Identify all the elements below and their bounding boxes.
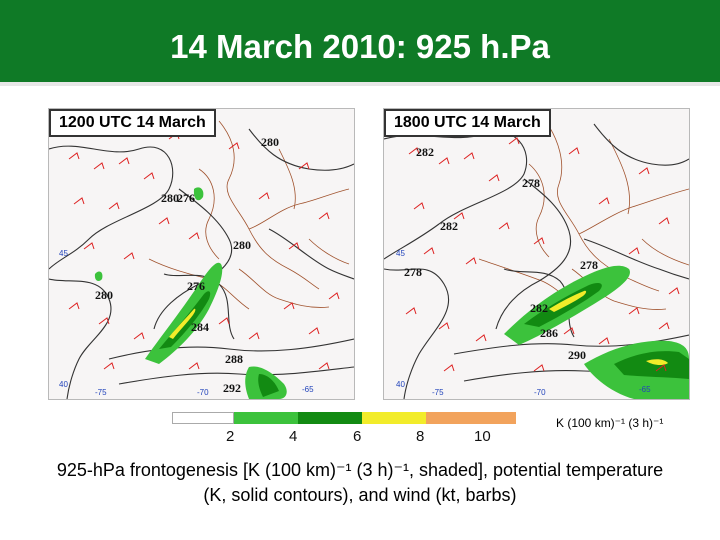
lat-label: 45 bbox=[59, 249, 68, 258]
panel-time-label: 1200 UTC 14 March bbox=[49, 109, 216, 137]
contour-label: 284 bbox=[191, 320, 209, 334]
colorbar-segment bbox=[362, 412, 426, 424]
contour-label: 282 bbox=[440, 219, 458, 233]
map-right-svg: 282 278 282 278 278 282 286 290 45 40 -7… bbox=[384, 118, 689, 399]
contour-label: 282 bbox=[416, 145, 434, 159]
colorbar-tick: 8 bbox=[416, 428, 425, 445]
contour-label: 280 bbox=[261, 135, 279, 149]
wind-barbs-right bbox=[405, 137, 680, 372]
lon-label: -75 bbox=[95, 388, 107, 397]
contour-label: 288 bbox=[225, 352, 243, 366]
contour-label: 280 bbox=[95, 288, 113, 302]
contour-label: 276 bbox=[187, 279, 205, 293]
lon-label: -70 bbox=[197, 388, 209, 397]
lat-label: 40 bbox=[59, 380, 68, 389]
contour-label: 278 bbox=[404, 265, 422, 279]
frontogenesis-shading-right bbox=[504, 265, 689, 399]
contour-label: 282 bbox=[530, 301, 548, 315]
lat-label: 45 bbox=[396, 249, 405, 258]
colorbar-segment bbox=[426, 412, 516, 424]
colorbar-tick: 10 bbox=[474, 428, 491, 445]
lon-label: -65 bbox=[302, 385, 314, 394]
caption-line-2: (K, solid contours), and wind (kt, barbs… bbox=[203, 485, 517, 505]
lon-label: -65 bbox=[639, 385, 651, 394]
contour-label: 292 bbox=[223, 381, 241, 395]
contour-label: 278 bbox=[580, 258, 598, 272]
frontogenesis-shading-left bbox=[94, 187, 287, 399]
wind-barbs-left bbox=[68, 132, 340, 370]
colorbar-tick: 4 bbox=[289, 428, 298, 445]
colorbar-segment bbox=[298, 412, 362, 424]
caption-line-1: 925-hPa frontogenesis [K (100 km)⁻¹ (3 h… bbox=[56, 460, 664, 480]
colorbar-tick: 6 bbox=[353, 428, 362, 445]
contour-label: 290 bbox=[568, 348, 586, 362]
contour-label: 286 bbox=[540, 326, 558, 340]
contour-label: 276 bbox=[177, 191, 195, 205]
title-divider bbox=[0, 82, 720, 86]
theta-contours-left bbox=[49, 128, 354, 399]
colorbar-segment bbox=[234, 412, 298, 424]
slide-title: 14 March 2010: 925 h.Pa bbox=[170, 28, 550, 65]
colorbar-segment bbox=[172, 412, 234, 424]
colorbar-unit: K (100 km)⁻¹ (3 h)⁻¹ bbox=[556, 416, 664, 430]
theta-contours-right bbox=[384, 123, 689, 399]
map-panel-1200utc: 280 280 276 280 276 280 284 288 292 45 4… bbox=[48, 108, 355, 400]
coastline-left bbox=[148, 120, 350, 310]
map-left-svg: 280 280 276 280 276 280 284 288 292 45 4… bbox=[49, 120, 354, 399]
lon-label: -75 bbox=[432, 388, 444, 397]
title-bar bbox=[0, 0, 720, 82]
contour-label: 278 bbox=[522, 176, 540, 190]
panel-time-label: 1800 UTC 14 March bbox=[384, 109, 551, 137]
contour-label: 280 bbox=[161, 191, 179, 205]
contour-label: 280 bbox=[233, 238, 251, 252]
map-panel-1800utc: 282 278 282 278 278 282 286 290 45 40 -7… bbox=[383, 108, 690, 400]
colorbar-tick: 2 bbox=[226, 428, 235, 445]
figure-caption: 925-hPa frontogenesis [K (100 km)⁻¹ (3 h… bbox=[0, 458, 720, 508]
lon-label: -70 bbox=[534, 388, 546, 397]
lat-label: 40 bbox=[396, 380, 405, 389]
